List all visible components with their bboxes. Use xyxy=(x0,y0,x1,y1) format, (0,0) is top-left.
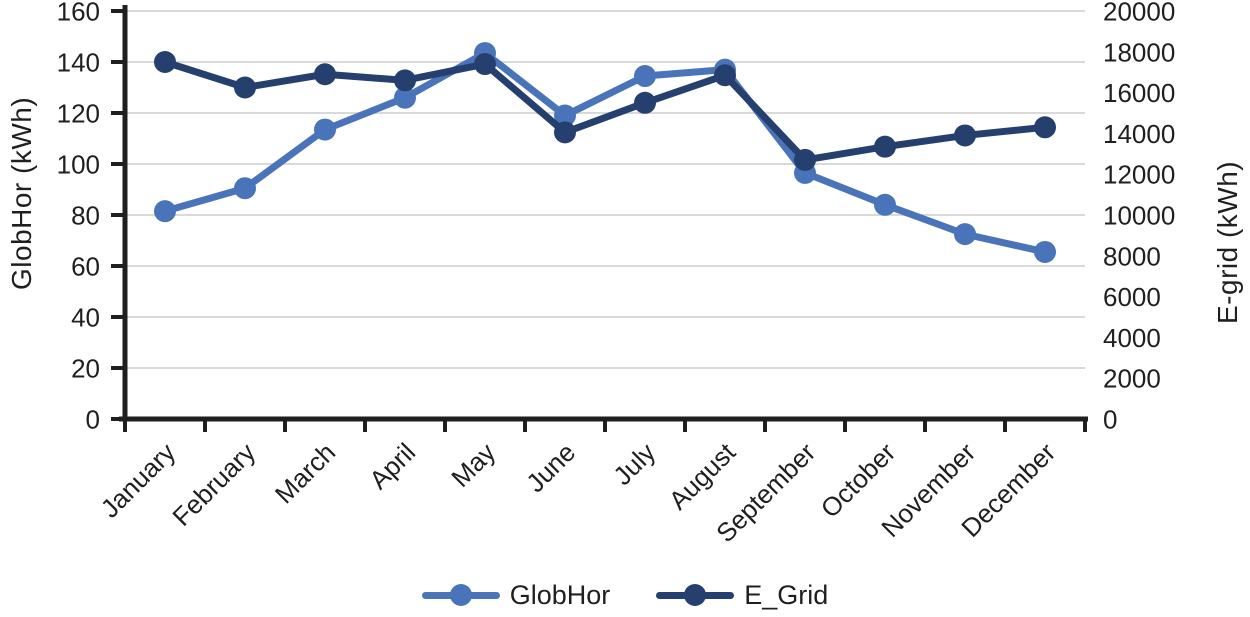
series-line-globhor xyxy=(161,49,1049,256)
data-point-e_grid-july xyxy=(634,91,656,114)
data-point-e_grid-march xyxy=(314,63,336,86)
data-point-globhor-april xyxy=(394,86,416,109)
x-category-label: July xyxy=(607,437,661,491)
right-axis-tick-label: 2000 xyxy=(1103,364,1161,394)
legend-label-globhor: GlobHor xyxy=(509,579,611,610)
data-point-globhor-november xyxy=(954,223,976,246)
data-point-e_grid-october xyxy=(874,135,896,158)
left-axis-tick-label: 20 xyxy=(71,354,100,384)
right-axis-tick-label: 14000 xyxy=(1103,119,1175,149)
right-axis-tick-label: 20000 xyxy=(1103,0,1175,27)
gridlines xyxy=(125,10,1085,369)
left-axis-tick-label: 40 xyxy=(71,303,100,333)
legend-label-egrid: E_Grid xyxy=(744,579,829,610)
legend-dot-icon xyxy=(684,584,707,606)
data-point-e_grid-may xyxy=(474,53,496,76)
legend-item-egrid: E_Grid xyxy=(656,580,828,611)
right-axis-tick-label: 16000 xyxy=(1103,78,1175,108)
data-point-e_grid-december xyxy=(1034,116,1056,139)
data-point-globhor-march xyxy=(314,118,336,141)
data-point-globhor-october xyxy=(874,193,896,216)
right-axis-tick-label: 12000 xyxy=(1103,160,1175,190)
right-axis-tick-label: 8000 xyxy=(1103,241,1161,271)
legend: GlobHor E_Grid xyxy=(0,573,1250,617)
x-category-label: March xyxy=(269,437,341,509)
legend-dot-icon xyxy=(449,584,472,606)
x-category-label: June xyxy=(520,437,581,498)
data-point-e_grid-january xyxy=(154,51,176,73)
data-point-globhor-january xyxy=(154,200,176,223)
legend-marker-globhor xyxy=(421,584,500,606)
legend-marker-egrid xyxy=(656,584,735,606)
right-axis-tick-label: 18000 xyxy=(1103,37,1175,67)
x-category-label: May xyxy=(445,437,501,493)
data-point-e_grid-november xyxy=(954,124,976,147)
x-category-label: February xyxy=(166,437,261,532)
data-point-globhor-june xyxy=(554,104,576,127)
data-point-globhor-december xyxy=(1034,240,1056,263)
x-category-label: April xyxy=(363,437,421,495)
left-axis-title: GlobHor (kWh) xyxy=(6,96,37,290)
data-point-e_grid-september xyxy=(794,148,816,171)
left-axis-tick-label: 0 xyxy=(86,405,100,435)
left-axis-tick-label: 60 xyxy=(71,252,100,282)
data-point-e_grid-february xyxy=(234,76,256,99)
right-axis-tick-label: 6000 xyxy=(1103,282,1161,312)
legend-item-globhor: GlobHor xyxy=(421,579,611,611)
data-point-globhor-july xyxy=(634,65,656,88)
series-layer xyxy=(154,42,1056,263)
left-axis-tick-label: 140 xyxy=(57,48,100,78)
data-point-e_grid-june xyxy=(554,121,576,144)
left-axis-tick-label: 120 xyxy=(57,99,100,129)
left-axis-tick-label: 80 xyxy=(71,201,100,231)
data-point-e_grid-august xyxy=(714,64,736,87)
axis-lines xyxy=(119,5,1088,422)
left-axis-tick-label: 160 xyxy=(57,0,100,27)
right-axis-tick-label: 4000 xyxy=(1103,323,1161,353)
series-line-e_grid xyxy=(161,58,1049,164)
x-category-label: August xyxy=(663,436,742,515)
right-axis-tick-label: 0 xyxy=(1103,405,1117,435)
right-axis-title: E-grid (kWh) xyxy=(1212,160,1243,324)
data-point-e_grid-april xyxy=(394,69,416,92)
right-axis-tick-label: 10000 xyxy=(1103,201,1175,231)
data-point-globhor-february xyxy=(234,177,256,200)
left-axis-tick-label: 100 xyxy=(57,150,100,180)
